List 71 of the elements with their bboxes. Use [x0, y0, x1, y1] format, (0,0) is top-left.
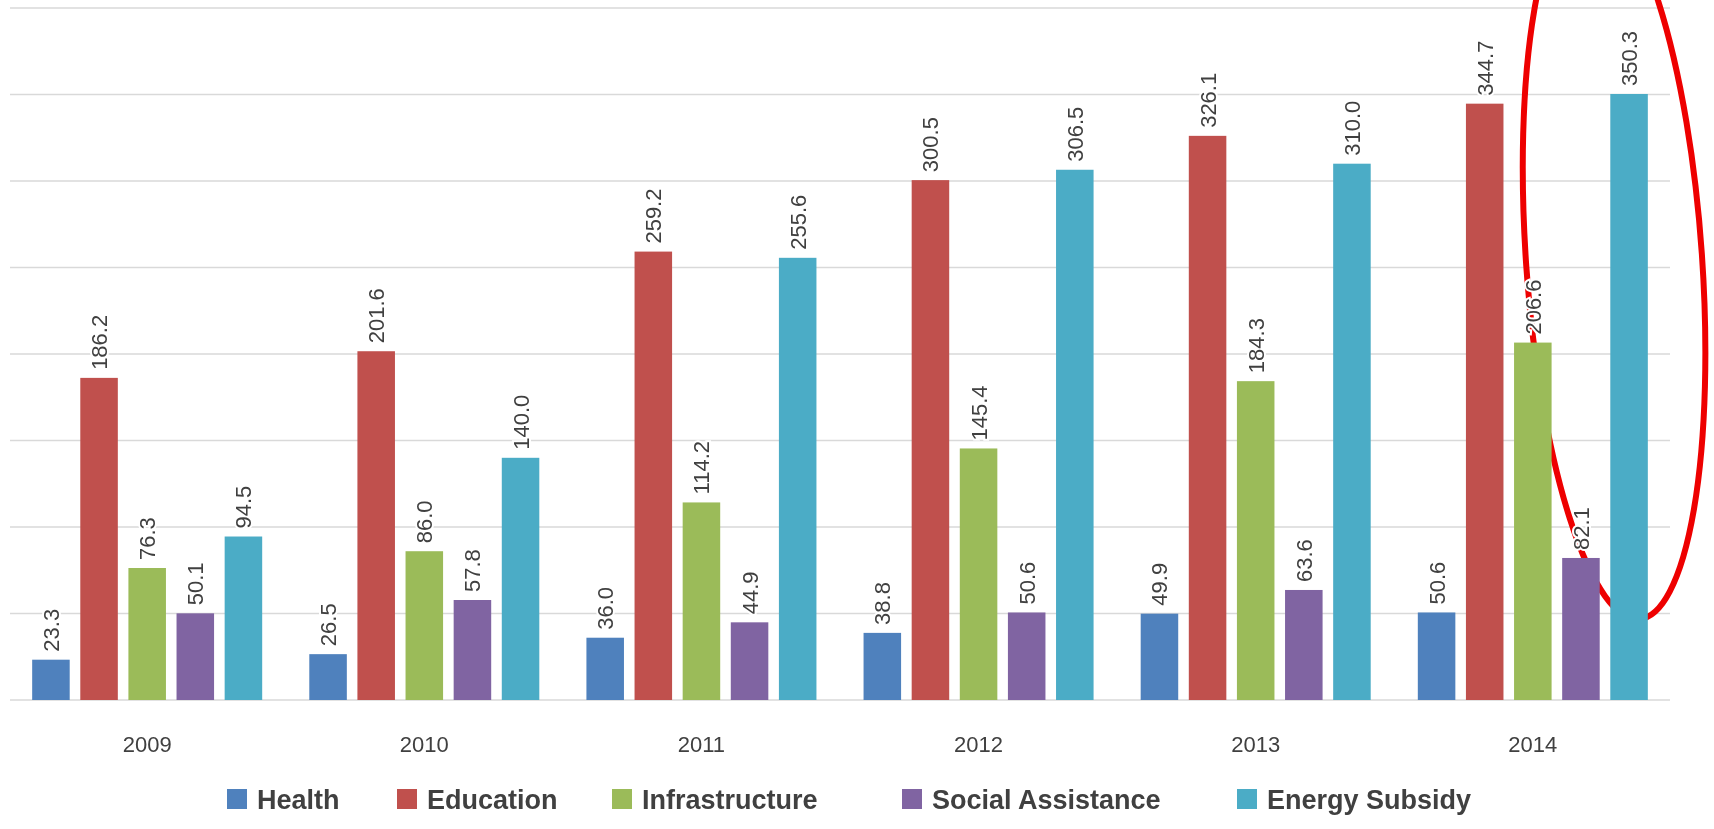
- data-label: 49.9: [1147, 562, 1173, 606]
- data-label: 140.0: [508, 394, 534, 450]
- data-label: 36.0: [593, 586, 619, 630]
- bar: [80, 377, 118, 700]
- bar: [1236, 381, 1275, 700]
- bar: [730, 622, 769, 700]
- bar: [911, 180, 950, 700]
- x-tick-label: 2013: [1231, 732, 1281, 757]
- data-label: 50.6: [1014, 561, 1040, 605]
- data-label: 76.3: [135, 517, 161, 560]
- bar: [453, 600, 492, 700]
- data-label: 50.1: [183, 562, 209, 606]
- bar: [1140, 613, 1179, 700]
- bar: [1610, 93, 1648, 700]
- bar: [1333, 163, 1371, 700]
- bar: [1514, 342, 1552, 700]
- bar: [586, 637, 624, 700]
- data-label: 306.5: [1062, 106, 1088, 162]
- data-label: 114.2: [689, 441, 715, 495]
- data-label: 63.6: [1291, 539, 1317, 582]
- data-label: 44.9: [737, 571, 763, 615]
- data-label: 344.7: [1472, 40, 1498, 96]
- bar: [863, 632, 902, 700]
- bar: [778, 257, 817, 700]
- data-label: 186.2: [87, 314, 113, 370]
- data-label: 206.6: [1520, 279, 1546, 335]
- x-tick-label: 2012: [954, 732, 1004, 757]
- data-label: 82.1: [1568, 507, 1594, 550]
- data-label: 57.8: [460, 549, 486, 593]
- data-label: 310.0: [1339, 100, 1365, 156]
- x-tick-label: 2014: [1508, 732, 1558, 757]
- data-label: 23.3: [38, 608, 64, 652]
- bar: [501, 457, 540, 700]
- bar: [357, 351, 395, 700]
- data-label: 300.5: [918, 117, 944, 173]
- x-tick-label: 2011: [677, 732, 726, 757]
- legend-label: Education: [427, 785, 558, 815]
- bar: [634, 251, 673, 700]
- data-label: 326.1: [1195, 72, 1221, 128]
- bar: [1465, 103, 1504, 700]
- bar: [1056, 169, 1094, 700]
- data-label: 255.6: [785, 194, 811, 250]
- data-label: 86.0: [412, 500, 438, 544]
- data-label: 145.4: [966, 385, 992, 441]
- bar: [959, 448, 998, 700]
- bar: [128, 568, 166, 700]
- bar: [32, 659, 70, 700]
- data-label: 184.3: [1243, 318, 1269, 374]
- data-label: 50.6: [1424, 561, 1450, 605]
- bar: [1285, 589, 1323, 700]
- data-label: 350.3: [1617, 30, 1643, 86]
- data-label: 259.2: [641, 188, 667, 244]
- bar: [1417, 612, 1456, 700]
- data-label: 26.5: [316, 603, 342, 647]
- x-tick-label: 2009: [122, 732, 172, 757]
- legend-label: Health: [257, 785, 340, 815]
- bar: [224, 536, 263, 700]
- legend-label: Energy Subsidy: [1267, 785, 1472, 815]
- legend-label: Infrastructure: [642, 785, 818, 815]
- bar: [1007, 612, 1046, 700]
- bar: [176, 613, 215, 700]
- legend-label: Social Assistance: [932, 785, 1161, 815]
- bar: [1562, 557, 1600, 700]
- bar: [1188, 135, 1227, 700]
- bar: [309, 654, 347, 700]
- x-tick-label: 2010: [399, 732, 449, 757]
- bar: [405, 551, 444, 700]
- bar: [682, 502, 721, 700]
- data-label: 38.8: [870, 582, 896, 625]
- data-label: 201.6: [364, 288, 390, 344]
- data-label: 94.5: [231, 485, 257, 529]
